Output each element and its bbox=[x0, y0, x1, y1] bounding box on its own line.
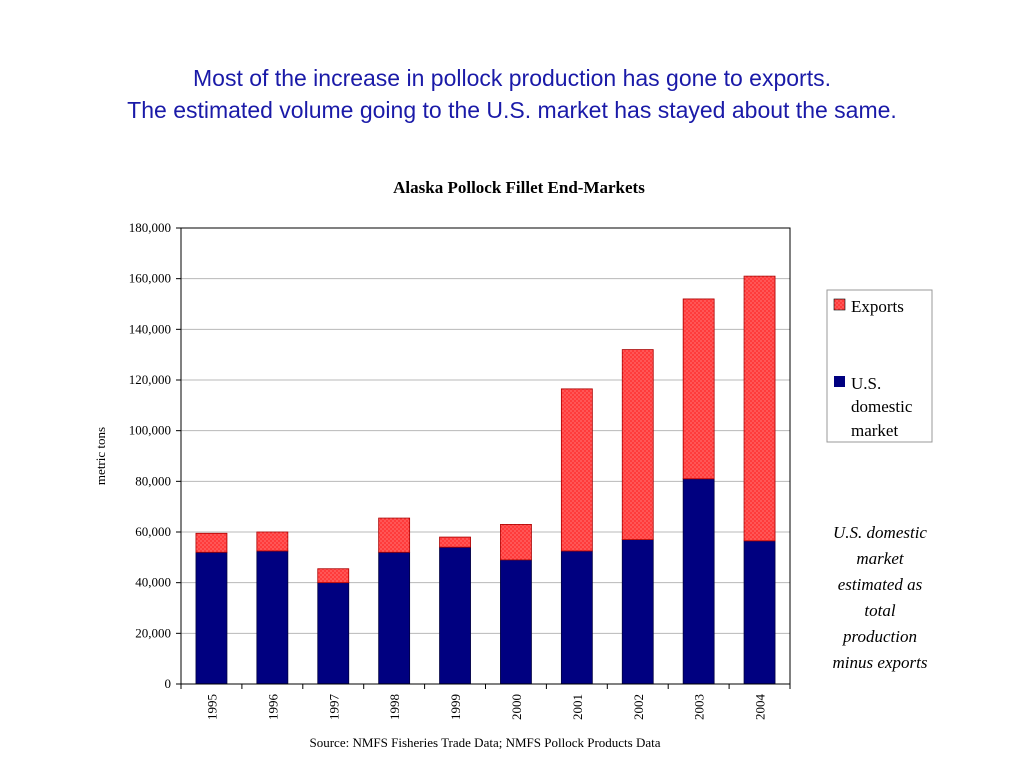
y-tick-label: 120,000 bbox=[129, 372, 171, 387]
y-tick-label: 40,000 bbox=[135, 575, 171, 590]
source-note: Source: NMFS Fisheries Trade Data; NMFS … bbox=[0, 735, 970, 751]
method-note-line: market bbox=[812, 546, 948, 572]
x-tick-label: 2004 bbox=[753, 694, 768, 721]
bars bbox=[196, 276, 775, 684]
bar-exports-1999 bbox=[440, 537, 471, 547]
y-tick-label: 160,000 bbox=[129, 271, 171, 286]
legend-swatch-exports bbox=[834, 299, 845, 310]
bar-exports-2002 bbox=[622, 350, 653, 540]
legend-label-domestic-2: domestic bbox=[851, 397, 913, 416]
bar-exports-1996 bbox=[257, 532, 288, 551]
bar-domestic-2002 bbox=[622, 540, 653, 684]
method-note: U.S. domestic market estimated as total … bbox=[812, 520, 948, 676]
y-tick-label: 180,000 bbox=[129, 220, 171, 235]
legend-label-domestic-1: U.S. bbox=[851, 374, 881, 393]
x-tick-label: 1996 bbox=[265, 694, 280, 721]
bar-domestic-1999 bbox=[440, 547, 471, 684]
chart-title: Alaska Pollock Fillet End-Markets bbox=[393, 178, 645, 197]
x-tick-label: 2003 bbox=[692, 694, 707, 720]
y-tick-label: 0 bbox=[165, 676, 172, 691]
x-tick-label: 1999 bbox=[448, 694, 463, 720]
legend-label-domestic-3: market bbox=[851, 421, 898, 440]
bar-exports-1998 bbox=[379, 518, 410, 552]
y-tick-label: 140,000 bbox=[129, 321, 171, 336]
y-tick-label: 100,000 bbox=[129, 423, 171, 438]
method-note-line: total bbox=[812, 598, 948, 624]
x-tick-label: 2000 bbox=[509, 694, 524, 720]
method-note-line: U.S. domestic bbox=[812, 520, 948, 546]
x-tick-label: 2002 bbox=[631, 694, 646, 720]
bar-exports-2004 bbox=[744, 276, 775, 541]
bar-domestic-2003 bbox=[683, 479, 714, 684]
bar-exports-1997 bbox=[318, 569, 349, 583]
y-axis-label: metric tons bbox=[93, 427, 108, 485]
bar-domestic-1996 bbox=[257, 551, 288, 684]
y-tick-label: 60,000 bbox=[135, 524, 171, 539]
method-note-line: production bbox=[812, 624, 948, 650]
legend-swatch-domestic bbox=[834, 376, 845, 387]
legend-label-exports: Exports bbox=[851, 297, 904, 316]
x-tick-labels: 1995 1996 1997 1998 1999 2000 2001 2002 2003 2004 bbox=[181, 684, 790, 720]
method-note-line: estimated as bbox=[812, 572, 948, 598]
bar-domestic-1995 bbox=[196, 552, 227, 684]
bar-domestic-2000 bbox=[500, 560, 531, 684]
bar-domestic-1997 bbox=[318, 583, 349, 684]
y-tick-label: 80,000 bbox=[135, 473, 171, 488]
y-tick-label: 20,000 bbox=[135, 625, 171, 640]
y-tick-labels: 0 20,000 40,000 60,000 80,000 100,000 120,000 1… bbox=[129, 220, 181, 691]
x-tick-label: 2001 bbox=[570, 694, 585, 720]
bar-domestic-2004 bbox=[744, 541, 775, 684]
bar-exports-1995 bbox=[196, 533, 227, 552]
x-tick-label: 1998 bbox=[387, 694, 402, 720]
bar-exports-2003 bbox=[683, 299, 714, 479]
bar-exports-2001 bbox=[561, 389, 592, 551]
bar-domestic-1998 bbox=[379, 552, 410, 684]
bar-exports-2000 bbox=[500, 524, 531, 559]
bar-domestic-2001 bbox=[561, 551, 592, 684]
x-tick-label: 1997 bbox=[326, 694, 341, 721]
method-note-line: minus exports bbox=[812, 650, 948, 676]
x-tick-label: 1995 bbox=[204, 694, 219, 720]
legend: Exports U.S. domestic market bbox=[827, 290, 932, 442]
